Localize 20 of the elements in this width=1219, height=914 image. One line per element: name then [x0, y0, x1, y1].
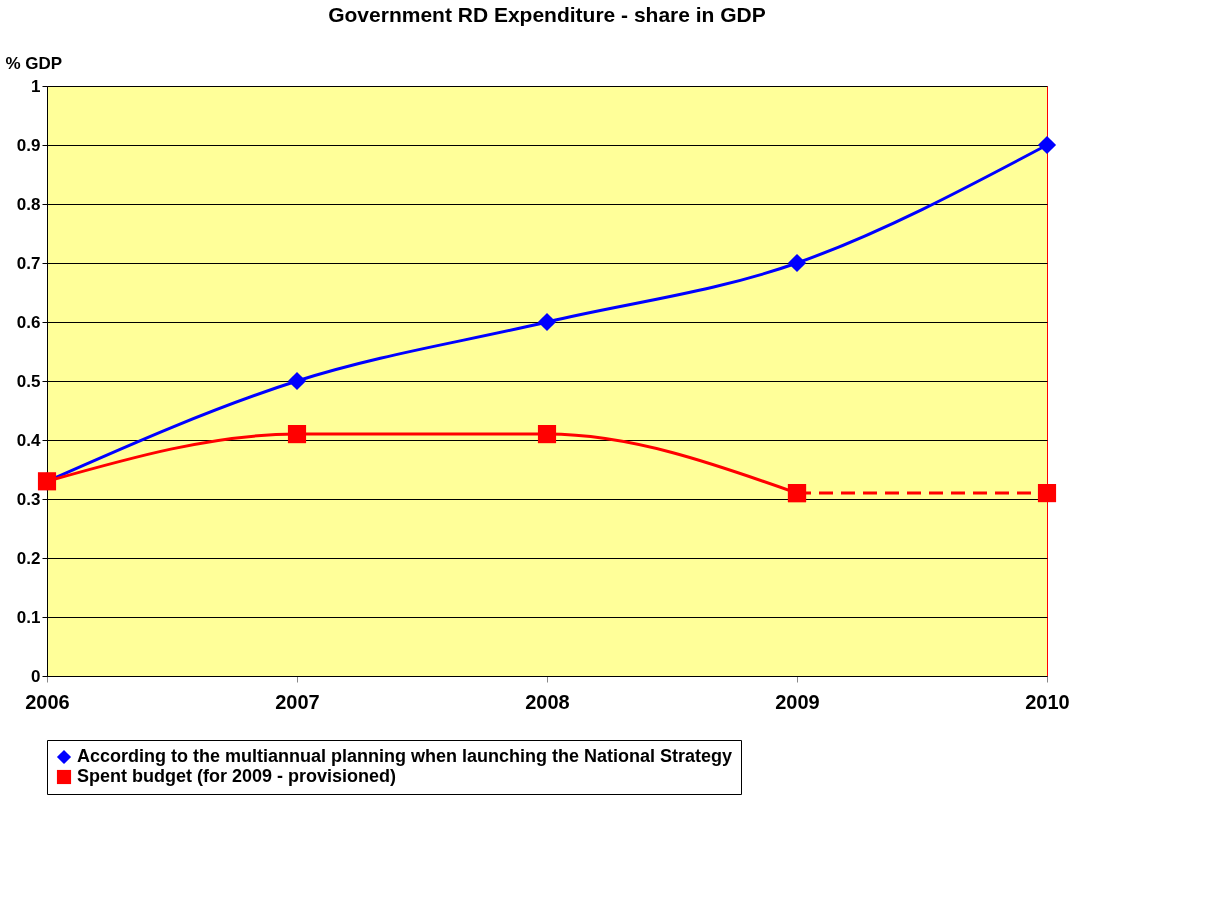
y-tick-label: 0.9 — [16, 135, 41, 155]
y-tick-label: 0.8 — [16, 194, 41, 214]
y-tick-label: 0 — [31, 666, 41, 686]
y-axis-title: % GDP — [5, 53, 63, 73]
y-tick-label: 0.2 — [16, 548, 41, 568]
chart-title: Government RD Expenditure - share in GDP — [328, 3, 766, 26]
y-tick-label: 0.7 — [16, 253, 41, 273]
y-tick-label: 1 — [31, 76, 41, 96]
x-tick-label: 2006 — [25, 690, 70, 713]
x-tick-label: 2008 — [525, 690, 570, 713]
x-tick-label: 2010 — [1025, 690, 1070, 713]
y-tick-label: 0.5 — [16, 371, 41, 391]
y-tick-label: 0.3 — [16, 489, 41, 509]
legend-label: Spent budget (for 2009 - provisioned) — [77, 766, 397, 786]
y-tick-label: 0.4 — [16, 430, 42, 450]
x-tick-label: 2007 — [275, 690, 320, 713]
y-tick-label: 0.6 — [16, 312, 41, 332]
y-tick-label: 0.1 — [16, 607, 41, 627]
x-tick-label: 2009 — [775, 690, 820, 713]
legend-label: According to the multiannual planning when launching the National Strategy — [77, 746, 733, 766]
